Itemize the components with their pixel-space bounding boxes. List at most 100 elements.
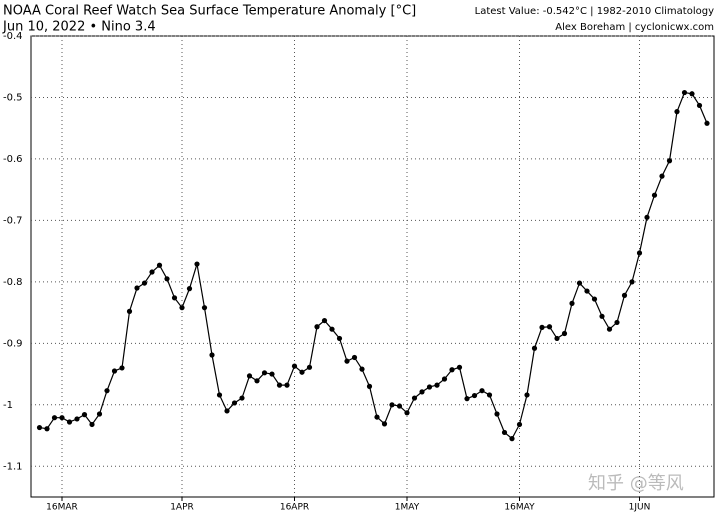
point (351, 354, 358, 361)
point (591, 296, 598, 302)
point (59, 415, 65, 421)
y-tick-label: -0.6 (3, 154, 23, 165)
point (576, 280, 583, 286)
point (606, 326, 613, 332)
y-tick-label: -0.4 (3, 31, 23, 42)
point (254, 378, 260, 384)
point (621, 292, 628, 298)
watermark: 知乎 @等风 (588, 473, 684, 494)
point (269, 371, 275, 377)
point (531, 345, 538, 351)
y-tick-label: -1 (3, 400, 13, 411)
point (659, 173, 665, 179)
x-tick-label: 1JUN (629, 503, 651, 513)
x-tick-label: 16MAY (504, 503, 535, 513)
point (66, 419, 73, 425)
annotation: Latest Value: -0.542°C | 1982-2010 Clima… (475, 6, 714, 17)
point (119, 365, 125, 371)
point (374, 414, 380, 420)
point (554, 335, 560, 342)
point (614, 319, 620, 326)
point (599, 313, 605, 319)
chart-subtitle: Jun 10, 2022 • Nino 3.4 (2, 20, 156, 35)
x-tick-label: 16APR (280, 503, 309, 513)
point (74, 416, 80, 422)
point (306, 364, 313, 370)
point (201, 305, 208, 311)
point (426, 384, 433, 390)
point (704, 120, 710, 126)
point (359, 366, 365, 372)
point (171, 295, 178, 301)
point (89, 421, 95, 428)
y-tick-label: -0.5 (3, 92, 23, 103)
point (681, 89, 688, 96)
point (486, 392, 493, 398)
point (291, 363, 298, 369)
y-tick-label: -1.1 (3, 461, 23, 472)
point (141, 280, 148, 286)
point (231, 400, 238, 406)
point (494, 411, 500, 417)
point (419, 389, 425, 395)
point (81, 412, 88, 418)
point (441, 376, 448, 382)
x-tick-label: 1MAY (395, 503, 420, 513)
point (51, 415, 58, 421)
point (321, 317, 328, 324)
point (246, 373, 253, 379)
point (689, 91, 695, 97)
x-tick-label: 16MAR (46, 503, 78, 513)
point (524, 392, 530, 398)
point (696, 102, 703, 109)
point (569, 300, 575, 306)
point (539, 324, 545, 330)
point (336, 335, 343, 342)
y-tick-label: -0.7 (3, 215, 23, 226)
point (389, 402, 395, 408)
point (314, 324, 320, 330)
point (546, 324, 553, 330)
point (344, 358, 350, 364)
point (111, 368, 118, 374)
x-tick-label: 1APR (170, 503, 194, 513)
point (629, 279, 635, 285)
point (584, 288, 590, 294)
point (224, 408, 230, 414)
chart-title: NOAA Coral Reef Watch Sea Surface Temper… (3, 4, 416, 19)
point (396, 403, 403, 409)
plot-frame (30, 35, 715, 498)
y-tick-label: -0.9 (3, 338, 23, 349)
point (149, 269, 155, 275)
point (479, 388, 485, 394)
point (366, 383, 373, 389)
point (644, 214, 650, 220)
point (329, 326, 335, 332)
point (156, 262, 163, 268)
point (179, 305, 185, 311)
point (36, 424, 43, 431)
point (674, 109, 680, 115)
point (456, 364, 463, 370)
point (276, 382, 283, 388)
point (471, 392, 478, 399)
point (239, 395, 245, 401)
line (39, 91, 708, 440)
point (126, 308, 133, 314)
annotation: Alex Boreham | cyclonicwx.com (555, 22, 714, 33)
point (381, 421, 388, 427)
point (216, 392, 223, 398)
point (284, 382, 290, 388)
point (44, 426, 50, 432)
point (164, 276, 170, 282)
point (186, 286, 193, 292)
point (464, 396, 470, 402)
point (299, 369, 305, 375)
point (666, 158, 673, 164)
point (104, 388, 110, 394)
point (449, 367, 455, 373)
y-tick-label: -0.8 (3, 277, 23, 288)
point (561, 330, 568, 337)
point (651, 192, 658, 198)
